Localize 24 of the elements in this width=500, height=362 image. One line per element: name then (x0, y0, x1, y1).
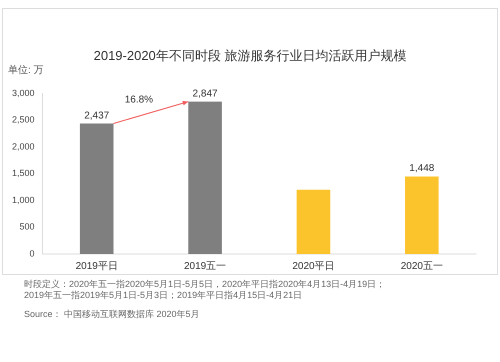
bar (405, 176, 439, 254)
y-tick-label: 500 (19, 222, 35, 232)
y-axis-title: 单位: 万 (8, 64, 44, 77)
y-tick-label: 3,000 (12, 88, 35, 98)
text: 时段定义：2020年五一指2020年5月1日-5月5日，2020年平日指2020年4月13日-4月19日； (24, 279, 386, 290)
bar (296, 190, 330, 254)
y-tick-label: 1,000 (12, 194, 35, 205)
chart-title: 2019-2020年不同时段 旅游服务行业日均活跃用户规模 (92, 47, 408, 65)
y-tick-label: 0 (30, 248, 35, 258)
y-tick-label: 1,500 (12, 168, 35, 178)
source-note: Source： 中国移动互联网数据库 2020年5月 (24, 309, 201, 320)
data-label: 2,847 (192, 88, 218, 100)
x-tick-label: 2019平日 (76, 260, 118, 272)
bar (80, 124, 114, 254)
bar (188, 102, 222, 254)
data-label: 1,448 (409, 163, 435, 174)
y-tick-label: 2,500 (12, 114, 35, 125)
x-tick-label: 2019五一 (184, 260, 226, 272)
data-label: 2,437 (84, 110, 110, 122)
x-tick-label: 2020平日 (292, 260, 335, 272)
text: 2019年五一指2019年5月1日-5月3日；2019年平日指4月15日-4月21日 (24, 290, 304, 301)
y-tick-label: 2,000 (12, 141, 35, 152)
x-tick-label: 2020五一 (400, 260, 443, 272)
annotation: 16.8% (124, 94, 154, 106)
